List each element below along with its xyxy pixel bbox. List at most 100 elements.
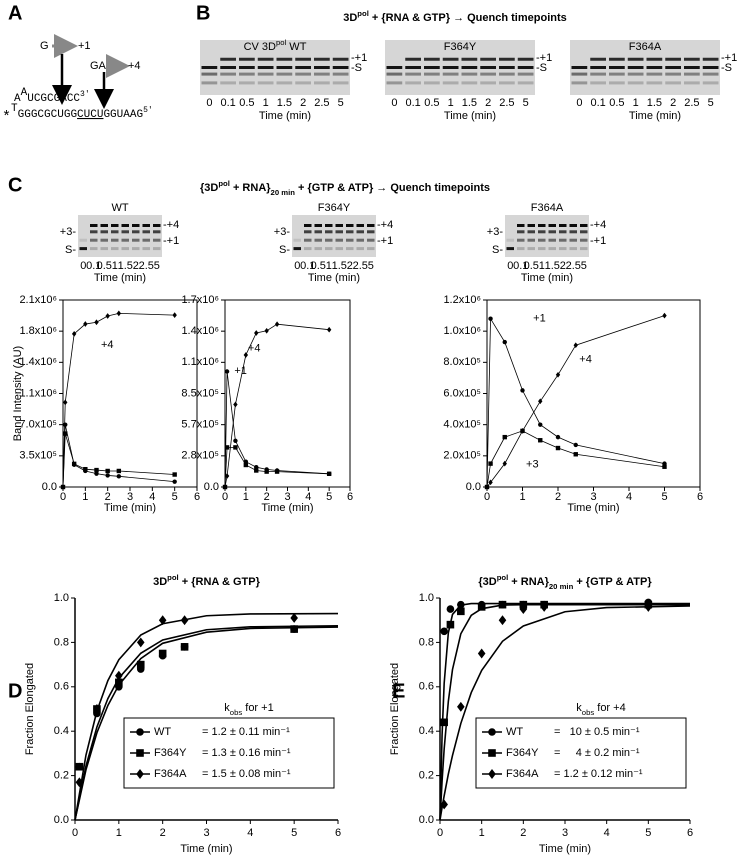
gel-band xyxy=(559,238,567,242)
panel-letter: C xyxy=(8,174,22,196)
band-label: S- xyxy=(279,244,290,256)
y-axis-label: Fraction Elongated xyxy=(24,663,36,755)
lane-label: 2.5 xyxy=(684,97,699,109)
band-label: -+4 xyxy=(163,219,179,231)
gel-band xyxy=(665,72,681,76)
lane-label: 2.5 xyxy=(139,260,154,272)
marker-square xyxy=(274,469,280,474)
gel-band xyxy=(580,230,588,234)
y-tick-label: 0.4 xyxy=(419,725,434,737)
text-part: 20 min xyxy=(549,582,574,591)
gel-band xyxy=(79,247,87,251)
y-tick-label: 1.4x10⁶ xyxy=(181,325,219,337)
lane-label: 1 xyxy=(326,260,332,272)
x-tick-label: 0 xyxy=(484,491,490,503)
marker-diamond xyxy=(538,398,543,405)
marker-circle xyxy=(116,474,122,479)
gel-band xyxy=(461,72,478,76)
lane-label: 0.5 xyxy=(524,260,539,272)
series-line xyxy=(224,323,330,488)
gel-band xyxy=(590,57,606,61)
gel-band xyxy=(314,238,322,242)
gel-band xyxy=(314,72,330,76)
x-axis-label: Time (min) xyxy=(180,843,232,855)
gel-band xyxy=(239,72,255,76)
lane-label: 0.5 xyxy=(239,97,254,109)
gel-band xyxy=(646,66,663,69)
marker-circle xyxy=(105,473,110,478)
band-label: -S xyxy=(721,62,732,74)
marker-circle xyxy=(136,728,144,736)
marker-circle xyxy=(573,442,578,448)
gel-band xyxy=(442,72,459,76)
marker-square xyxy=(116,468,122,474)
gel-band xyxy=(646,72,663,76)
marker-diamond xyxy=(158,615,167,626)
gel-band xyxy=(386,66,403,69)
x-tick-label: 1 xyxy=(519,491,525,503)
marker-diamond xyxy=(488,769,496,779)
marker-square xyxy=(446,620,455,629)
gel-label: F364A xyxy=(629,41,662,53)
gel-band xyxy=(665,66,681,69)
text-part: + {GTP & ATP} xyxy=(573,576,652,588)
x-tick-label: 6 xyxy=(697,491,703,503)
gel-band xyxy=(201,66,218,69)
gel-band xyxy=(276,72,293,76)
axis-label: Time (min) xyxy=(94,272,146,284)
series-line xyxy=(62,433,175,488)
gel-band xyxy=(257,66,274,69)
band-label: -+4 xyxy=(377,219,393,231)
text-part: 20 min xyxy=(271,188,296,197)
x-tick-label: 5 xyxy=(291,827,297,839)
chart-title: 3Dpol + {RNA & GTP} xyxy=(153,573,261,588)
legend-k: = 10 ± 0.5 min⁻¹ xyxy=(554,726,640,738)
gel-band xyxy=(153,247,161,251)
marker-square xyxy=(180,643,189,651)
x-tick-label: 2 xyxy=(105,491,111,503)
gel-band xyxy=(314,81,330,85)
lane-label: 1 xyxy=(112,260,118,272)
marker-circle xyxy=(502,339,507,345)
gel-band xyxy=(295,57,311,61)
marker-square xyxy=(457,607,465,616)
gel-band xyxy=(665,81,681,85)
x-axis-label: Time (min) xyxy=(539,843,591,855)
band-label: -S xyxy=(351,62,362,74)
gel-band xyxy=(499,57,515,61)
annotation: +1 xyxy=(234,365,247,377)
axis-label: Time (min) xyxy=(629,110,681,122)
gel-band xyxy=(325,247,333,251)
gel-band xyxy=(293,247,301,251)
y-tick-label: 0.4 xyxy=(54,725,69,737)
y-tick-label: 1.1x10⁶ xyxy=(19,387,57,399)
marker-square xyxy=(224,445,230,450)
marker-square xyxy=(83,466,88,472)
marker-circle xyxy=(63,422,68,427)
gel-band xyxy=(627,72,644,76)
legend-k: = 1.2 ± 0.12 min⁻¹ xyxy=(554,768,643,780)
gel-band xyxy=(702,66,719,69)
x-tick-label: 5 xyxy=(661,491,667,503)
gel-band xyxy=(569,224,577,227)
x-tick-label: 1 xyxy=(243,491,249,503)
y-tick-label: 0.0 xyxy=(204,481,219,493)
marker-diamond xyxy=(93,704,101,714)
gel-band xyxy=(295,72,311,76)
gel-band xyxy=(132,230,140,234)
end: 5' xyxy=(143,106,153,115)
gel-label: F364Y xyxy=(318,202,351,214)
gel-band xyxy=(356,224,364,227)
gel-band xyxy=(346,247,354,251)
gel-band xyxy=(684,81,700,85)
gel-band xyxy=(517,57,534,61)
gel-band xyxy=(590,81,606,85)
marker-diamond xyxy=(519,604,528,615)
gel xyxy=(78,215,162,257)
lane-label: 0.1 xyxy=(513,260,528,272)
gel-band xyxy=(121,230,129,234)
position: +1 xyxy=(78,40,91,52)
gel-band xyxy=(569,247,577,251)
gel-band xyxy=(367,230,375,234)
gel-band xyxy=(79,238,87,242)
